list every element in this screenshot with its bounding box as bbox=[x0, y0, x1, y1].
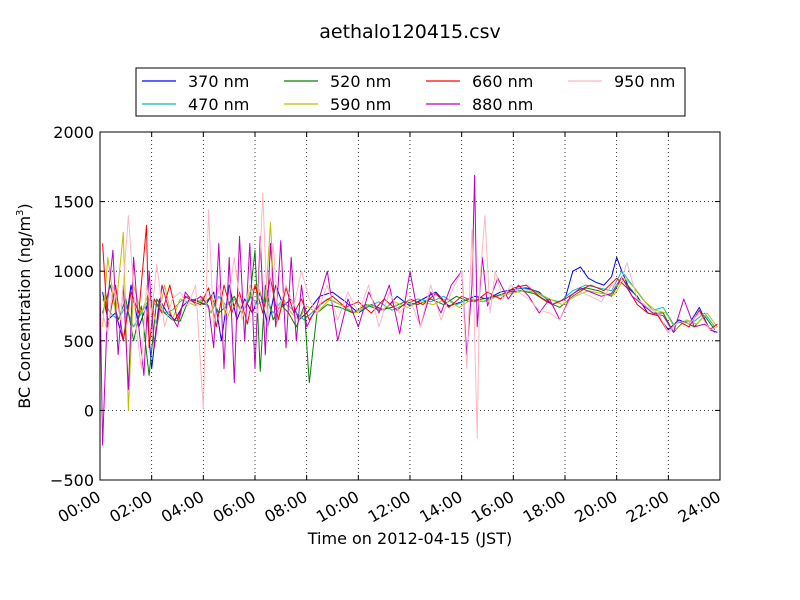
legend-box bbox=[135, 67, 686, 117]
legend-label: 370 nm bbox=[188, 72, 249, 91]
series-line-950-nm bbox=[102, 192, 718, 439]
grid-lines bbox=[100, 132, 720, 480]
x-tick-label: 18:00 bbox=[520, 487, 569, 527]
x-tick-label: 14:00 bbox=[416, 487, 465, 527]
x-tick-label: 04:00 bbox=[158, 487, 207, 527]
legend-label: 520 nm bbox=[330, 72, 391, 91]
series-line-660-nm bbox=[102, 224, 718, 349]
x-tick-label: 16:00 bbox=[468, 487, 517, 527]
legend-label: 880 nm bbox=[472, 95, 533, 114]
legend-label: 660 nm bbox=[472, 72, 533, 91]
y-tick-label: −500 bbox=[50, 471, 94, 490]
y-axis-label-main: BC Concentration (ng/m bbox=[15, 216, 34, 409]
y-axis-label-superscript: 3 bbox=[15, 210, 26, 216]
x-tick-label: 22:00 bbox=[623, 487, 672, 527]
series-layer bbox=[100, 174, 718, 446]
y-axis: −500 0 500 1000 1500 2000 bbox=[50, 123, 720, 490]
chart-title: aethalo120415.csv bbox=[319, 21, 501, 43]
x-tick-label: 12:00 bbox=[365, 487, 414, 527]
legend-label: 470 nm bbox=[188, 95, 249, 114]
y-axis-label-close: ) bbox=[15, 203, 34, 209]
y-axis-label: BC Concentration (ng/m3) bbox=[15, 203, 34, 408]
y-tick-label: 1500 bbox=[53, 193, 94, 212]
legend-label: 950 nm bbox=[614, 72, 675, 91]
series-line-880-nm bbox=[100, 174, 716, 446]
x-tick-label: 08:00 bbox=[261, 487, 310, 527]
legend: 370 nm 470 nm 520 nm 590 nm 660 nm 880 nm 950 … bbox=[135, 67, 686, 117]
x-tick-label: 10:00 bbox=[313, 487, 362, 527]
x-axis-label: Time on 2012-04-15 (JST) bbox=[307, 529, 512, 548]
x-tick-label: 02:00 bbox=[106, 487, 155, 527]
y-tick-label: 2000 bbox=[53, 123, 94, 142]
x-tick-label: 06:00 bbox=[210, 487, 259, 527]
y-tick-label: 500 bbox=[63, 332, 94, 351]
x-tick-label: 24:00 bbox=[675, 487, 724, 527]
x-tick-label: 00:00 bbox=[55, 487, 104, 527]
x-tick-label: 20:00 bbox=[571, 487, 620, 527]
legend-label: 590 nm bbox=[330, 95, 391, 114]
y-tick-label: 0 bbox=[84, 401, 94, 420]
y-tick-label: 1000 bbox=[53, 262, 94, 281]
